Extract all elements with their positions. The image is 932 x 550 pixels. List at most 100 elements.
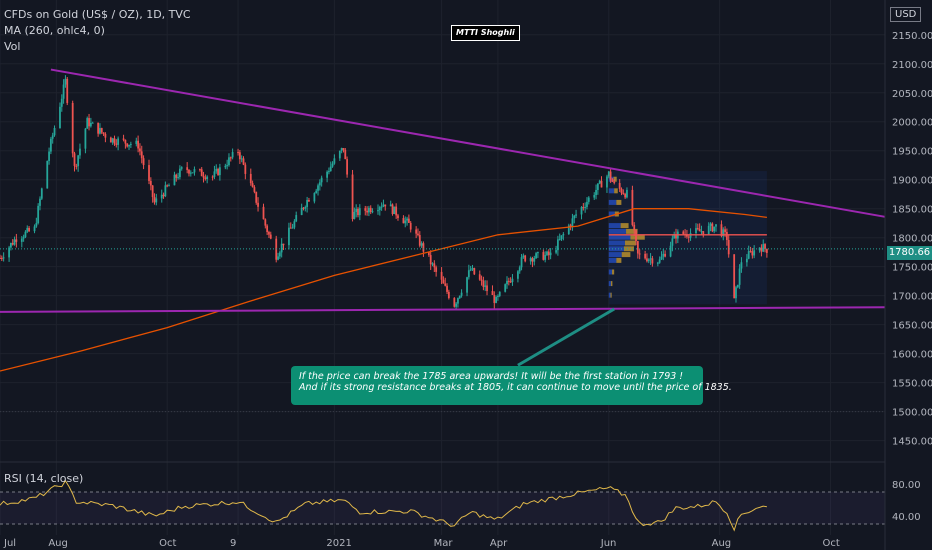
volume-profile-bin-down bbox=[616, 257, 622, 263]
y-tick-label: 1450.00 bbox=[892, 437, 932, 448]
candle-body bbox=[175, 174, 178, 178]
candle-body bbox=[544, 254, 547, 260]
candle-body bbox=[638, 253, 641, 255]
candle-body bbox=[662, 253, 665, 257]
candle-body bbox=[626, 189, 628, 198]
candle-body bbox=[397, 215, 399, 219]
candle-body bbox=[698, 229, 701, 232]
candle-body bbox=[466, 277, 468, 293]
candle-body bbox=[278, 252, 281, 257]
candle-body bbox=[318, 182, 321, 186]
candle-body bbox=[669, 245, 672, 257]
candle-body bbox=[417, 233, 419, 236]
candle-body bbox=[229, 157, 232, 159]
ma-legend[interactable]: MA (260, ohlc4, 0) bbox=[4, 24, 105, 37]
candle-body bbox=[331, 163, 334, 167]
volume-profile-bin-up bbox=[608, 257, 617, 263]
candle-body bbox=[522, 255, 525, 258]
rsi-tick-label: 80.00 bbox=[892, 480, 921, 491]
candle-body bbox=[84, 128, 87, 149]
candle-body bbox=[253, 187, 256, 192]
candle-body bbox=[724, 229, 726, 232]
candle-body bbox=[357, 208, 359, 216]
candle-body bbox=[177, 177, 179, 179]
candle-body bbox=[380, 206, 383, 208]
currency-label[interactable]: USD bbox=[890, 7, 922, 22]
y-tick-label: 1950.00 bbox=[892, 147, 932, 158]
candle-body bbox=[353, 211, 356, 219]
candle-body bbox=[59, 106, 61, 129]
candle-body bbox=[142, 158, 145, 166]
candle-body bbox=[469, 269, 472, 271]
candle-body bbox=[308, 199, 310, 202]
candle-body bbox=[673, 234, 676, 239]
volume-profile-bin-down bbox=[612, 269, 615, 275]
volume-legend[interactable]: Vol bbox=[4, 40, 21, 53]
candle-body bbox=[473, 268, 476, 275]
candle-body bbox=[635, 230, 637, 242]
candle-body bbox=[77, 155, 80, 167]
candle-body bbox=[609, 171, 612, 180]
candle-body bbox=[2, 257, 5, 259]
candle-body bbox=[40, 188, 43, 199]
candle-body bbox=[535, 253, 537, 259]
candle-body bbox=[567, 225, 570, 235]
candle-body bbox=[651, 258, 654, 264]
candle-body bbox=[268, 232, 270, 235]
candle-body bbox=[333, 158, 336, 164]
candle-body bbox=[86, 118, 89, 129]
candle-body bbox=[624, 193, 627, 198]
candle-body bbox=[22, 237, 25, 239]
volume-profile-bin-down bbox=[624, 240, 636, 246]
candle-body bbox=[435, 267, 438, 272]
callout-pointer bbox=[517, 307, 615, 367]
candle-body bbox=[573, 215, 576, 219]
candle-body bbox=[558, 238, 561, 240]
x-tick-label: Aug bbox=[48, 538, 68, 549]
candle-body bbox=[102, 132, 105, 134]
candle-body bbox=[595, 189, 597, 196]
candle-body bbox=[486, 285, 488, 292]
candle-body bbox=[598, 180, 601, 184]
candle-body bbox=[180, 167, 183, 169]
candle-body bbox=[189, 172, 192, 174]
candle-body bbox=[351, 174, 354, 219]
x-tick-label: Jun bbox=[600, 538, 617, 549]
candle-body bbox=[418, 235, 421, 246]
candle-body bbox=[24, 231, 27, 238]
candle-body bbox=[366, 210, 368, 213]
candle-body bbox=[28, 227, 30, 232]
candle-body bbox=[493, 295, 496, 303]
annotation-callout[interactable]: If the price can break the 1785 area upw… bbox=[291, 366, 732, 405]
candle-body bbox=[244, 164, 247, 174]
candle-body bbox=[26, 227, 29, 232]
candle-body bbox=[66, 78, 69, 103]
candle-body bbox=[722, 229, 725, 237]
symbol-title[interactable]: CFDs on Gold (US$ / OZ), 1D, TVC bbox=[4, 8, 191, 21]
candle-body bbox=[649, 258, 652, 260]
candle-body bbox=[217, 168, 219, 176]
candle-body bbox=[344, 149, 347, 160]
candle-body bbox=[338, 150, 341, 159]
candle-body bbox=[395, 206, 398, 216]
candle-body bbox=[747, 251, 750, 259]
candle-body bbox=[447, 291, 450, 299]
annotation-line-1: If the price can break the 1785 area upw… bbox=[299, 371, 684, 382]
volume-profile-bin-down bbox=[616, 199, 622, 205]
candle-body bbox=[122, 138, 125, 140]
candle-body bbox=[369, 207, 372, 212]
candle-body bbox=[409, 222, 412, 230]
candle-body bbox=[200, 169, 203, 177]
trendline bbox=[50, 68, 886, 218]
candle-body bbox=[111, 138, 114, 143]
candle-body bbox=[10, 242, 12, 248]
candle-body bbox=[631, 189, 634, 225]
candle-body bbox=[378, 207, 381, 211]
candle-body bbox=[251, 183, 254, 188]
rsi-legend[interactable]: RSI (14, close) bbox=[4, 472, 84, 485]
candle-body bbox=[238, 152, 241, 160]
candle-body bbox=[329, 166, 332, 172]
candle-body bbox=[725, 231, 728, 240]
candle-body bbox=[709, 223, 712, 226]
